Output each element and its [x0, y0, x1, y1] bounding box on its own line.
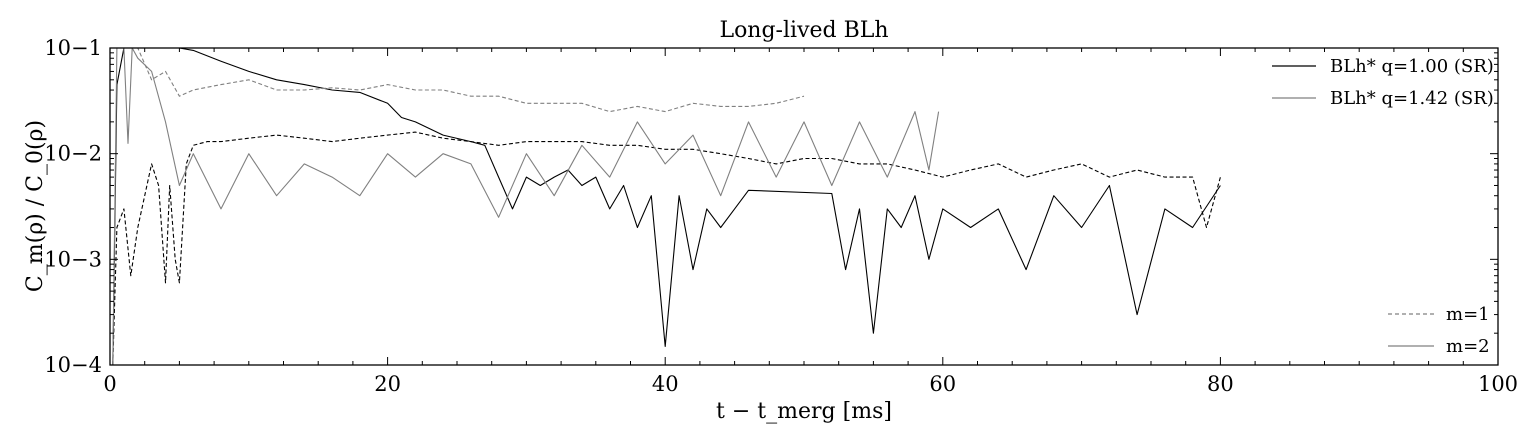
series-layer [112, 47, 1221, 366]
y-tick-label: 10−4 [44, 353, 102, 377]
legend-models: BLh* q=1.00 (SR) BLh* q=1.42 (SR) [1272, 56, 1494, 109]
plot-background [110, 48, 1498, 365]
y-tick-label: 10−3 [44, 247, 102, 271]
x-tick-label: 60 [929, 372, 956, 396]
tick-labels-layer: 0 20 40 60 80 100 10−4 10−3 10−2 10−1 [44, 36, 1518, 396]
series-line-0 [112, 47, 1221, 366]
x-axis-title: t − t_merg [ms] [716, 399, 892, 424]
legend-label-m1: m=1 [1446, 304, 1490, 325]
series-line-1 [112, 131, 1221, 366]
x-tick-label: 80 [1207, 372, 1234, 396]
y-tick-label: 10−2 [44, 142, 102, 166]
y-axis-title: C_m(ρ) / C_0(ρ) [23, 120, 48, 292]
chart-title: Long-lived BLh [719, 18, 888, 43]
x-tick-label: 100 [1478, 372, 1518, 396]
series-line-2 [112, 47, 940, 366]
x-tick-label: 40 [652, 372, 679, 396]
x-tick-label: 20 [374, 372, 401, 396]
legend-modes: m=1 m=2 [1388, 304, 1490, 357]
legend-label-m2: m=2 [1446, 336, 1490, 357]
ticks-layer [109, 47, 1499, 366]
legend-label-q142: BLh* q=1.42 (SR) [1330, 88, 1494, 109]
y-tick-label: 10−1 [44, 36, 102, 60]
x-tick-label: 0 [103, 372, 116, 396]
series-line-3 [116, 47, 805, 113]
legend-label-q100: BLh* q=1.00 (SR) [1330, 56, 1494, 77]
